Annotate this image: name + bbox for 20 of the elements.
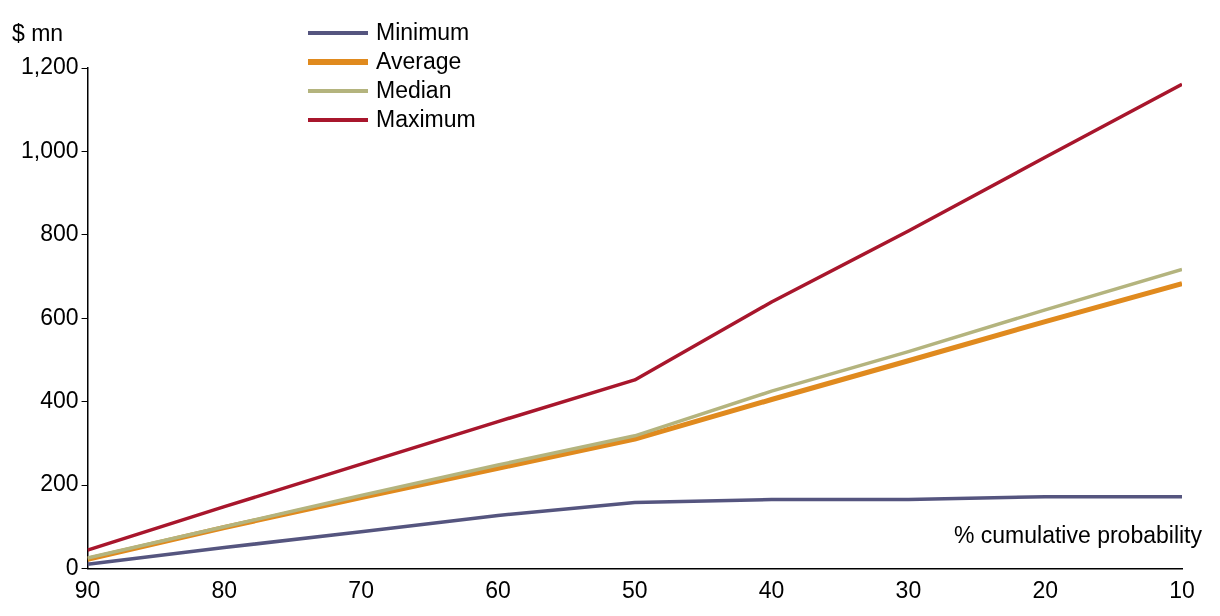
y-tick-label: 600 — [40, 303, 79, 330]
x-tick-label: 70 — [348, 576, 374, 603]
legend-label: Median — [376, 76, 452, 105]
y-tick-label: 800 — [40, 220, 79, 247]
legend-label: Maximum — [376, 105, 476, 134]
x-tick-label: 30 — [895, 576, 922, 603]
y-axis-title: $ mn — [11, 19, 64, 46]
legend-label: Average — [376, 47, 462, 76]
x-tick-label: 20 — [1032, 576, 1058, 603]
y-tick-label: 200 — [40, 470, 79, 497]
x-tick-label: 10 — [1169, 576, 1195, 603]
x-axis-title: % cumulative probability — [953, 522, 1203, 549]
y-tick-label: 1,000 — [20, 136, 79, 163]
x-tick-label: 40 — [758, 576, 785, 603]
y-tick-label: 400 — [40, 386, 79, 413]
y-tick-label: 1,200 — [20, 53, 79, 80]
x-tick-label: 50 — [621, 576, 648, 603]
legend-label: Minimum — [376, 18, 470, 47]
x-tick-label: 60 — [485, 576, 511, 603]
x-tick-label: 80 — [211, 576, 238, 603]
